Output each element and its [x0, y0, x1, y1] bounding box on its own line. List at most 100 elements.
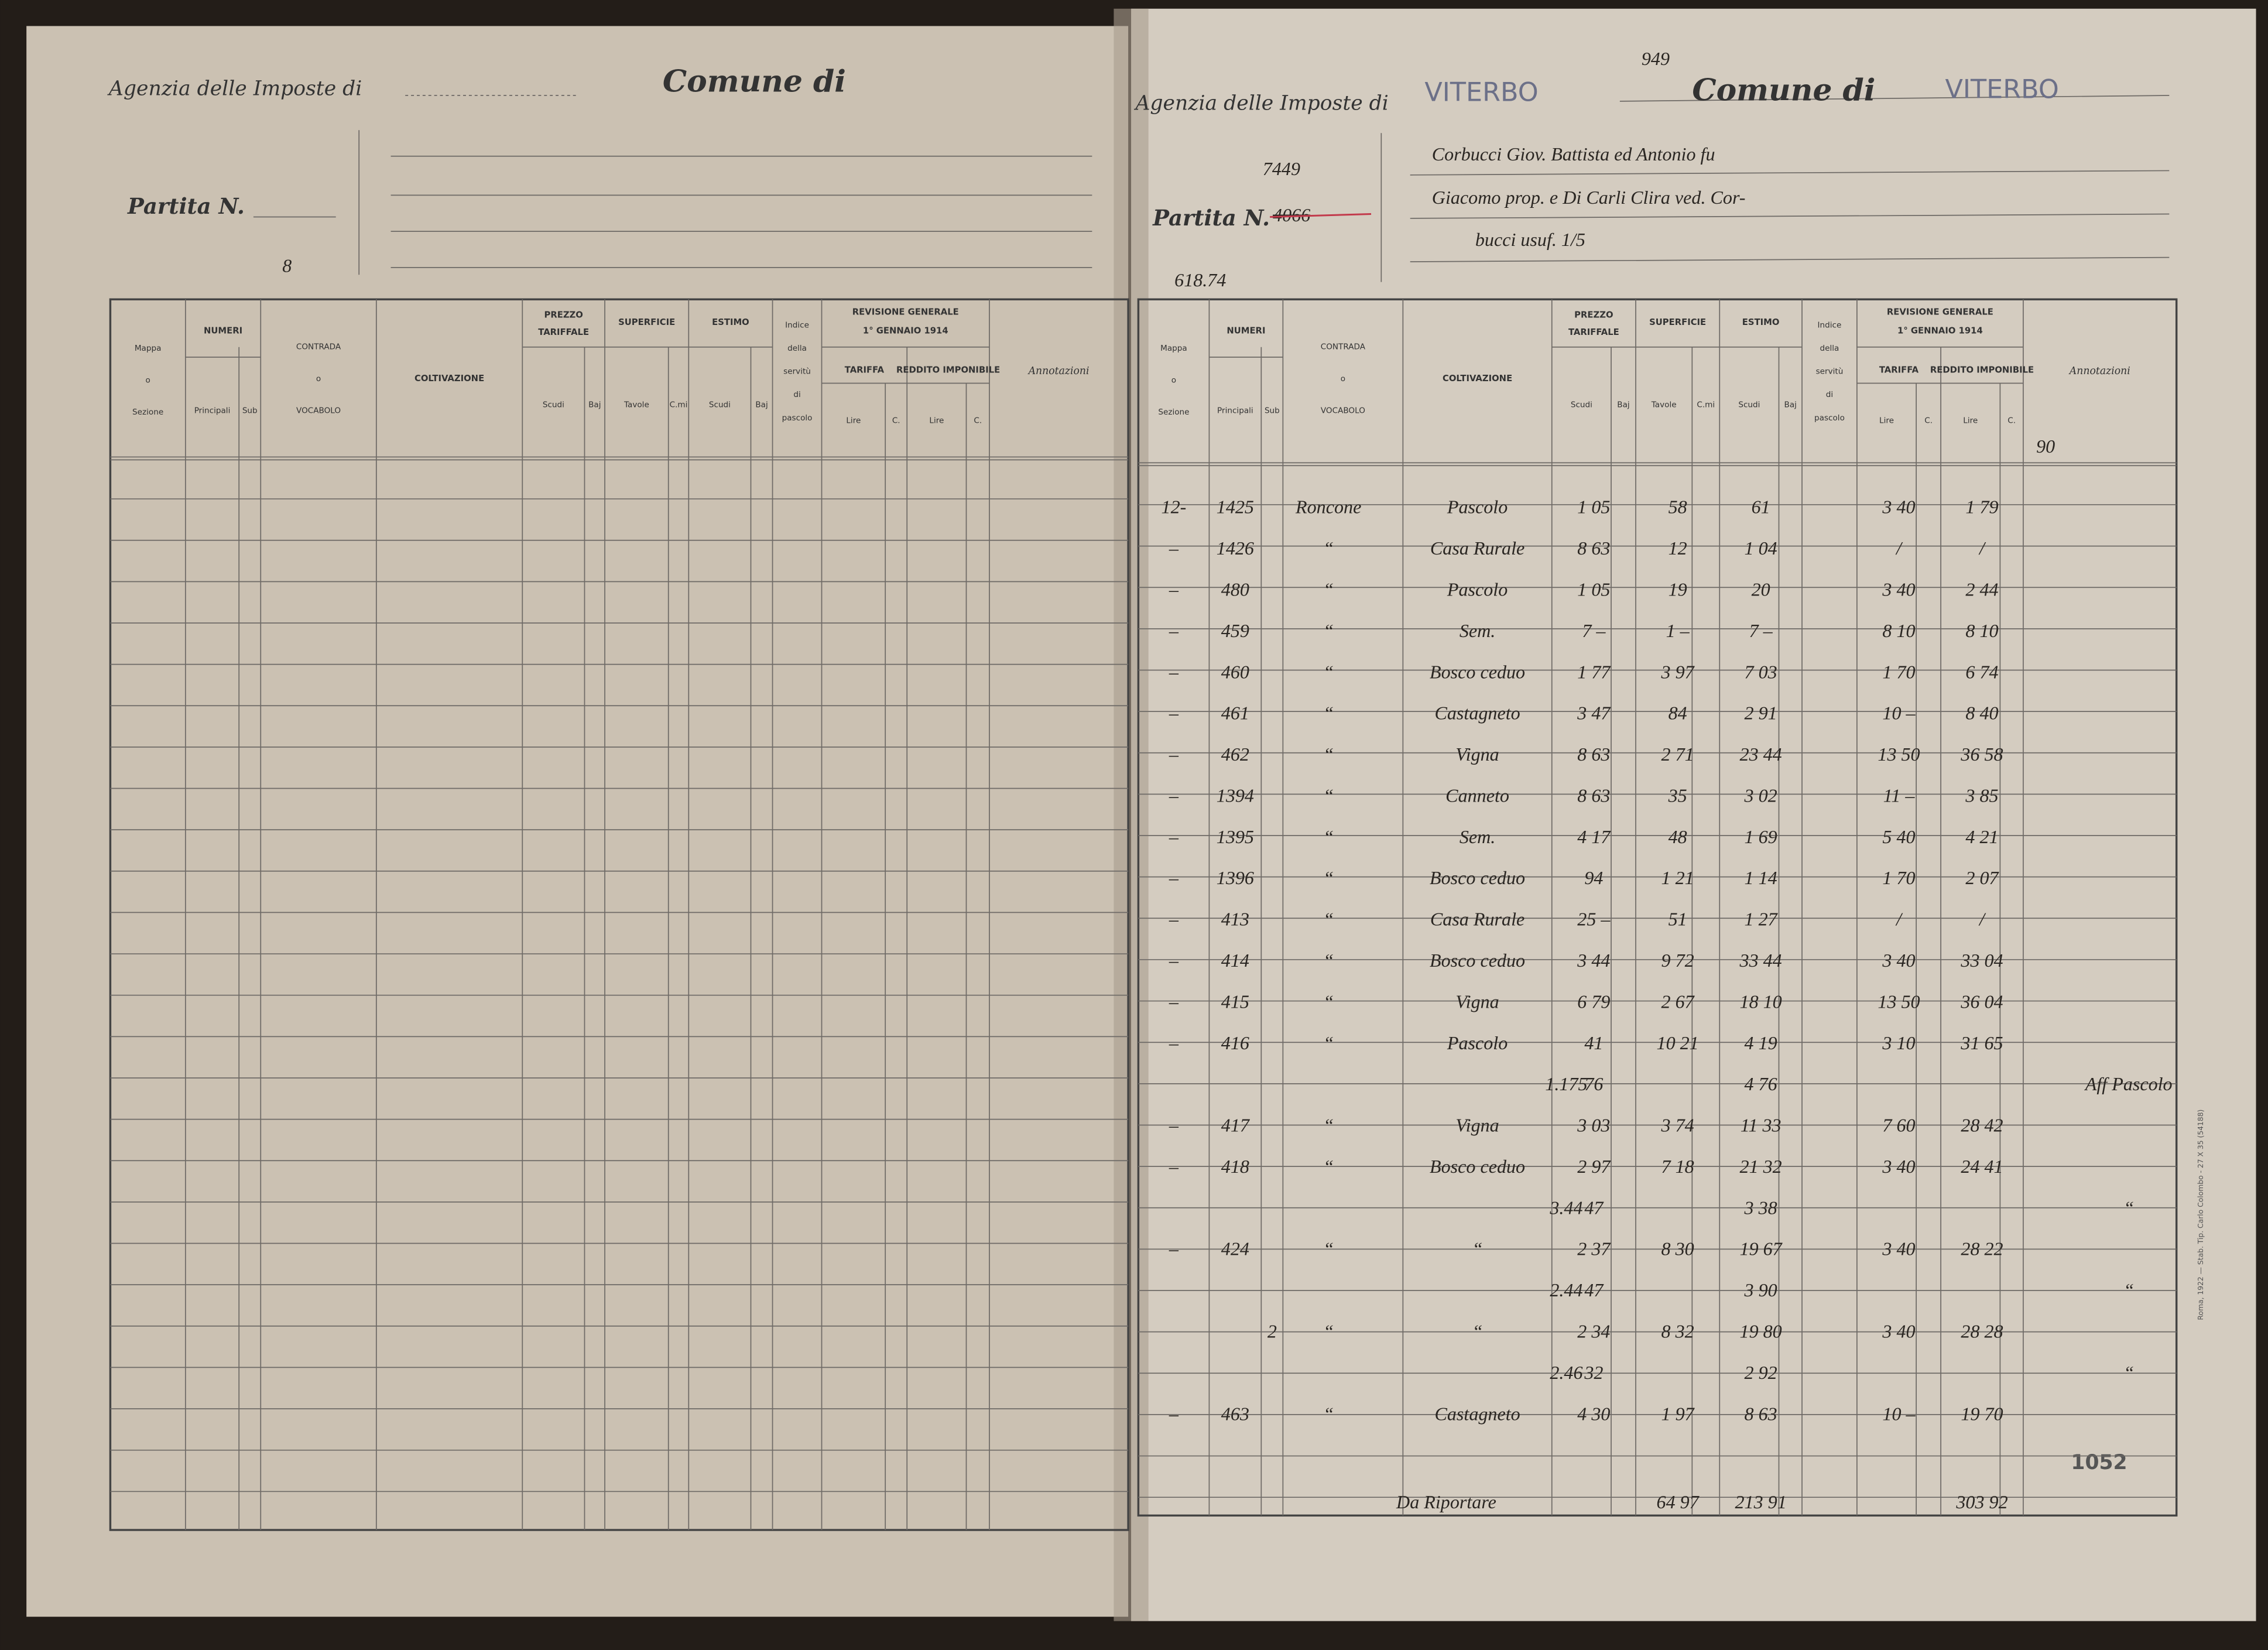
cell-prezzo: 47: [1584, 1197, 1604, 1218]
cell-coltivazione: Vigna: [1455, 1115, 1499, 1136]
cell-tariffa: 3 40: [1882, 578, 1915, 600]
header-label: Scudi: [1571, 400, 1592, 410]
header-label: Principali: [1217, 406, 1253, 415]
cell-estimo: 21 32: [1740, 1156, 1782, 1177]
cell-estimo: 4 19: [1745, 1032, 1777, 1053]
header-label: C.: [892, 416, 900, 426]
header-label: COLTIVAZIONE: [414, 374, 484, 384]
cell-estimo: 1 69: [1745, 826, 1777, 847]
header-label: Tavole: [1651, 400, 1677, 410]
cell-estimo: 2 91: [1745, 703, 1777, 724]
cell-prezzo: 4 30: [1577, 1403, 1610, 1424]
header-label: Scudi: [709, 400, 731, 410]
cell-estimo: 8 63: [1745, 1403, 1777, 1424]
cell-mappa: –: [1169, 950, 1179, 971]
agency-stamp: VITERBO: [1424, 78, 1538, 108]
cell-reddito: 24 41: [1961, 1156, 2003, 1177]
comune-label: Comune di: [1692, 73, 1875, 108]
cell-tariffa: 3 40: [1882, 950, 1915, 971]
cell-superficie: 12: [1669, 538, 1687, 559]
cell-principali: 1396: [1217, 867, 1254, 888]
cell-tariffa: 3 10: [1882, 1032, 1915, 1053]
cell-estimo: 3 02: [1744, 785, 1777, 806]
cell-principali: 413: [1221, 909, 1249, 930]
cell-estimo: 3 38: [1744, 1197, 1777, 1218]
cell-mappa: –: [1169, 703, 1179, 724]
cell-margin: 1.175: [1545, 1073, 1587, 1094]
header-label: REVISIONE GENERALE: [1887, 307, 1993, 317]
header-label: o: [316, 374, 321, 384]
cell-mappa: –: [1169, 785, 1179, 806]
cell-prezzo: 2 97: [1577, 1156, 1611, 1177]
header-label: ESTIMO: [712, 317, 749, 327]
cell-coltivazione: Sem.: [1460, 826, 1496, 847]
cell-tariffa: 10 –: [1882, 1403, 1916, 1424]
total-superficie: 64 97: [1657, 1491, 1700, 1512]
printer-note: Roma, 1922 — Stab. Tip. Carlo Colombo - …: [2197, 1110, 2205, 1320]
header-label: TARIFFA: [1879, 365, 1919, 375]
cell-tariffa: 11 –: [1883, 785, 1916, 806]
cell-reddito: 28 22: [1961, 1238, 2003, 1259]
cell-superficie: 2 71: [1661, 744, 1694, 765]
cell-estimo: 1 14: [1745, 867, 1777, 888]
header-label: VOCABOLO: [296, 406, 341, 415]
cell-prezzo: 76: [1584, 1073, 1603, 1094]
cell-estimo: 61: [1752, 497, 1770, 518]
header-label: o: [1341, 374, 1345, 384]
cell-estimo: 23 44: [1740, 744, 1782, 765]
cell-mappa: –: [1169, 578, 1179, 600]
cell-reddito: 28 42: [1961, 1115, 2003, 1136]
cell-prezzo: 1 05: [1577, 578, 1610, 600]
cell-coltivazione: Bosco ceduo: [1430, 661, 1525, 682]
cell-principali: 480: [1221, 578, 1249, 600]
header-label: REDDITO IMPONIBILE: [896, 365, 1000, 375]
header-label: Annotazioni: [1027, 365, 1090, 377]
cell-prezzo: 3 47: [1577, 703, 1611, 724]
cell-reddito: 36 58: [1960, 744, 2003, 765]
cell-principali: 462: [1221, 744, 1249, 765]
cell-superficie: 3 74: [1661, 1115, 1694, 1136]
header-label: pascolo: [1814, 413, 1845, 423]
owner-line: Giacomo prop. e Di Carli Clira ved. Cor-: [1432, 187, 1746, 208]
cell-prezzo: 1 77: [1577, 661, 1611, 682]
header-label: Baj: [1617, 400, 1629, 410]
header-label: servitù: [1816, 367, 1844, 376]
cell-coltivazione: Pascolo: [1447, 1032, 1508, 1053]
header-label: REVISIONE GENERALE: [852, 307, 959, 317]
cell-reddito: 2 07: [1965, 867, 1999, 888]
owner-line: Corbucci Giov. Battista ed Antonio fu: [1432, 143, 1715, 165]
cell-coltivazione: Castagneto: [1434, 703, 1520, 724]
cell-tariffa: 1 70: [1882, 867, 1915, 888]
header-label: C.: [2007, 416, 2016, 426]
cell-coltivazione: “: [1472, 1238, 1483, 1259]
cell-contrada: “: [1323, 744, 1334, 765]
cell-tariffa: /: [1895, 538, 1903, 559]
strike: [1270, 213, 1372, 218]
gutter: [1114, 8, 1149, 1621]
cell-annotazioni: Aff Pascolo: [2084, 1073, 2173, 1094]
cell-tariffa: 8 10: [1882, 620, 1915, 641]
rule: [1619, 95, 2170, 102]
cell-tariffa: 10 –: [1882, 703, 1916, 724]
header-label: Lire: [1879, 416, 1894, 426]
cell-superficie: 10 21: [1657, 1032, 1699, 1053]
header-label: PREZZO: [544, 310, 583, 320]
cell-prezzo: 2 37: [1577, 1238, 1611, 1259]
cell-annotazioni: “: [2123, 1279, 2134, 1300]
cell-estimo: 33 44: [1739, 950, 1782, 971]
pencil-note: 618.74: [1174, 269, 1226, 290]
header-label: CONTRADA: [1321, 343, 1366, 352]
header-label: C.mi: [670, 400, 688, 410]
header-label: Indice: [785, 321, 809, 330]
cell-mappa: –: [1169, 744, 1179, 765]
cell-mappa: –: [1169, 826, 1179, 847]
cell-contrada: “: [1323, 1032, 1334, 1053]
header-label: NUMERI: [1226, 326, 1265, 336]
header-label: Mappa: [135, 344, 162, 353]
cell-margin: 2.44: [1550, 1279, 1582, 1300]
cell-principali: 415: [1221, 991, 1249, 1012]
cell-tariffa: 3 40: [1882, 497, 1915, 518]
header-label: SUPERFICIE: [618, 317, 675, 327]
cell-reddito: 28 28: [1961, 1320, 2003, 1341]
page-stamp: 1052: [2071, 1451, 2127, 1474]
